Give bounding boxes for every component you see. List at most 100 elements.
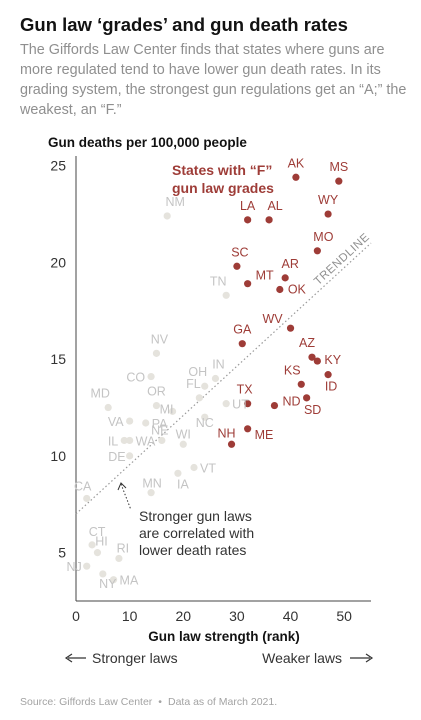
point-ny <box>99 570 107 578</box>
y-tick-label: 10 <box>50 448 66 464</box>
point-ky <box>313 357 321 365</box>
point-wa <box>126 436 134 445</box>
point-label-ok: OK <box>288 283 307 297</box>
point-in <box>211 374 220 383</box>
point-label-ga: GA <box>233 323 252 337</box>
x-tick-label: 10 <box>122 608 138 624</box>
point-nm <box>163 212 171 220</box>
point-label-ms: MS <box>329 160 348 174</box>
point-ar <box>281 274 289 282</box>
y-tick-label: 20 <box>50 254 66 270</box>
point-label-or: OR <box>147 385 166 399</box>
annotation-text-line: lower death rates <box>139 542 246 558</box>
point-pa <box>142 419 150 427</box>
point-label-oh: OH <box>188 365 207 379</box>
source-text: Source: Giffords Law Center <box>20 696 153 708</box>
point-label-nj: NJ <box>66 560 81 574</box>
point-il <box>120 436 128 445</box>
f-grade-group-label: States with “F” gun law grades <box>172 162 274 196</box>
annotation-leader <box>120 483 132 511</box>
source-note: Source: Giffords Law Center • Data as of M… <box>20 696 277 708</box>
point-label-az: AZ <box>299 336 315 350</box>
point-label-ne: NE <box>151 423 168 437</box>
x-tick-label: 30 <box>229 608 245 624</box>
point-az <box>308 353 316 361</box>
data-points <box>83 173 343 584</box>
x-tick-label: 20 <box>175 608 191 624</box>
point-al <box>265 216 273 224</box>
point-label-hi: HI <box>95 535 108 549</box>
y-axis-label: Gun deaths per 100,000 people <box>48 135 247 150</box>
point-mi <box>168 407 177 415</box>
point-label-de: DE <box>108 450 125 464</box>
point-label-wv: WV <box>262 312 283 326</box>
point-label-tn: TN <box>210 274 227 288</box>
point-label-nm: NM <box>165 195 184 209</box>
point-label-wa: WA <box>136 434 156 448</box>
point-nj <box>83 562 91 570</box>
x-tick-label: 50 <box>336 608 352 624</box>
point-sc <box>233 262 241 270</box>
point-mt <box>244 280 252 288</box>
point-label-il: IL <box>108 434 118 448</box>
point-mn <box>147 489 155 497</box>
point-or <box>152 401 161 410</box>
point-label-nc: NC <box>196 416 214 430</box>
point-ok <box>276 285 284 294</box>
point-label-ky: KY <box>324 353 341 367</box>
trendline-path <box>75 242 372 515</box>
point-label-pa: PA <box>152 417 168 431</box>
point-label-wi: WI <box>176 427 191 441</box>
point-nd <box>270 401 279 410</box>
point-ut <box>222 400 230 408</box>
point-nc <box>201 413 209 421</box>
point-md <box>104 403 112 412</box>
point-label-wy: WY <box>318 193 339 207</box>
point-id <box>324 371 332 379</box>
point-me <box>244 425 252 433</box>
point-wy <box>324 210 332 218</box>
point-ca <box>83 494 91 503</box>
annotation-arrow-icon <box>117 482 127 491</box>
point-wi <box>179 440 187 448</box>
y-tick-label: 15 <box>50 351 66 367</box>
point-label-md: MD <box>90 387 109 401</box>
chart-subtitle: The Giffords Law Center finds that state… <box>20 42 407 118</box>
y-tick-label: 5 <box>58 545 66 561</box>
point-label-ar: AR <box>281 257 298 271</box>
point-vt <box>190 463 198 472</box>
point-label-ca: CA <box>74 479 92 493</box>
annotation-text-line: Stronger gun laws <box>139 508 252 524</box>
point-label-ct: CT <box>89 525 106 539</box>
arrow-left-icon <box>64 653 73 663</box>
point-ma <box>109 576 118 584</box>
x-tick-label: 0 <box>72 608 80 624</box>
point-label-ut: UT <box>232 398 249 412</box>
separator-dot-icon: • <box>158 696 162 708</box>
point-label-va: VA <box>108 415 124 429</box>
f-grade-label-line: States with “F” <box>172 162 272 178</box>
point-label-nv: NV <box>151 332 169 346</box>
point-label-mo: MO <box>313 230 333 244</box>
weaker-laws-label: Weaker laws <box>262 650 342 666</box>
annotation-text-line: are correlated with <box>139 525 254 541</box>
point-de <box>126 452 134 460</box>
point-label-sc: SC <box>231 245 248 259</box>
x-axis: 0 10 20 30 40 50 <box>72 600 371 624</box>
f-grade-label-line: gun law grades <box>172 180 274 196</box>
point-oh <box>201 382 209 390</box>
point-label-nh: NH <box>218 426 236 440</box>
x-tick-label: 40 <box>283 608 299 624</box>
point-wv <box>286 324 295 332</box>
point-label-nd: ND <box>282 395 300 409</box>
point-ct <box>88 541 96 549</box>
point-nv <box>152 349 161 357</box>
arrow-right-icon <box>365 653 374 663</box>
point-label-ny: NY <box>99 577 117 591</box>
point-label-me: ME <box>255 428 274 442</box>
point-va <box>126 417 134 425</box>
point-co <box>147 372 155 381</box>
stronger-laws-label: Stronger laws <box>92 650 178 666</box>
point-label-mn: MN <box>142 477 161 491</box>
